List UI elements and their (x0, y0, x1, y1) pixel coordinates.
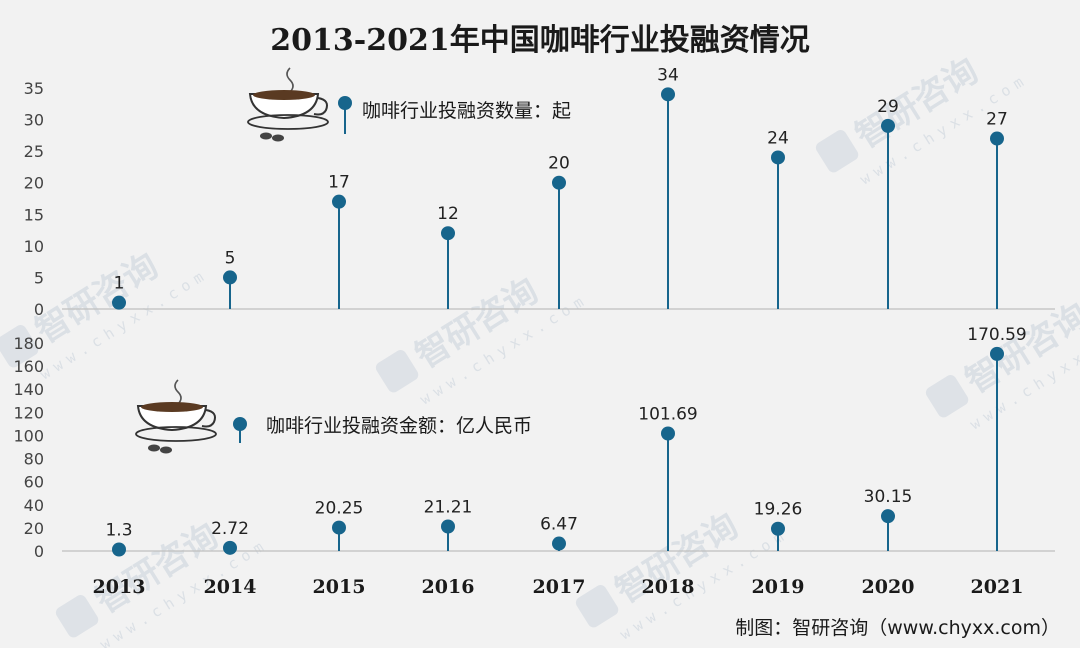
x-tick-label: 2013 (93, 576, 146, 598)
amount-point (881, 509, 895, 524)
count-point (441, 226, 455, 241)
count-y-tick-label: 0 (34, 300, 44, 319)
count-series: 1 5 17 12 20 34 24 29 27 (112, 65, 1008, 310)
count-data-label: 1 (114, 274, 125, 294)
count-point (661, 87, 675, 102)
x-tick-label: 2014 (204, 576, 257, 598)
coffee-cup-icon (247, 67, 329, 142)
amount-data-label: 6.47 (540, 515, 578, 535)
count-point (990, 131, 1004, 146)
count-point (881, 118, 895, 133)
count-data-label: 5 (225, 248, 236, 268)
coffee-cup-icon (135, 379, 217, 454)
count-legend-label: 咖啡行业投融资数量：起 (362, 100, 571, 122)
count-y-tick-label: 15 (24, 205, 44, 224)
amount-data-label: 101.69 (638, 404, 697, 424)
amount-y-tick-label: 60 (24, 473, 44, 492)
amount-data-label: 30.15 (864, 487, 913, 507)
watermark-logo (925, 375, 969, 418)
watermark-logo (815, 130, 859, 173)
amount-data-label: 21.21 (424, 497, 473, 517)
amount-point (990, 346, 1004, 361)
amount-point (332, 520, 346, 535)
count-y-tick-label: 35 (24, 79, 44, 98)
count-legend: 咖啡行业投融资数量：起 (247, 67, 571, 142)
watermark-layer: 智研咨询www.chyxx.com智研咨询www.chyxx.com智研咨询ww… (0, 51, 1080, 648)
amount-y-tick-label: 0 (34, 542, 44, 561)
amount-y-tick-label: 180 (13, 334, 44, 353)
amount-data-label: 20.25 (315, 499, 364, 519)
x-tick-label: 2015 (313, 576, 366, 598)
count-data-label: 20 (548, 154, 570, 174)
count-data-label: 34 (657, 65, 679, 85)
watermark-logo (0, 325, 39, 368)
amount-legend-label: 咖啡行业投融资金额：亿人民币 (266, 415, 532, 437)
amount-point (441, 519, 455, 534)
x-tick-label: 2018 (642, 576, 695, 598)
amount-panel: 0 20 40 60 80 100 120 140 160 180 1.3 2.72 20.25 21.… (13, 325, 1055, 561)
count-y-tick-label: 20 (24, 174, 44, 193)
count-data-label: 29 (877, 97, 899, 117)
amount-y-tick-label: 120 (13, 403, 44, 422)
amount-series: 1.3 2.72 20.25 21.21 6.47 101.69 19.26 30.15 170… (105, 325, 1027, 557)
amount-point (112, 542, 126, 557)
amount-y-tick-label: 160 (13, 357, 44, 376)
amount-y-tick-label: 20 (24, 519, 44, 538)
legend-marker (338, 96, 352, 110)
x-axis-labels: 2013 2014 2015 2016 2017 2018 2019 2020 2021 (93, 576, 1024, 598)
count-data-label: 27 (986, 110, 1008, 130)
amount-point (661, 426, 675, 441)
amount-point (552, 536, 566, 551)
amount-point (771, 521, 785, 536)
amount-data-label: 19.26 (754, 500, 803, 520)
amount-y-tick-label: 40 (24, 496, 44, 515)
amount-data-label: 170.59 (967, 325, 1026, 345)
count-point (771, 150, 785, 165)
source-note: 制图：智研咨询（www.chyxx.com） (735, 617, 1060, 639)
chart-title: 2013-2021年中国咖啡行业投融资情况 (270, 23, 809, 58)
count-point (112, 295, 126, 310)
x-tick-label: 2021 (971, 576, 1024, 598)
amount-y-tick-label: 100 (13, 426, 44, 445)
amount-legend: 咖啡行业投融资金额：亿人民币 (135, 379, 532, 454)
count-point (332, 194, 346, 209)
count-data-label: 17 (328, 173, 350, 193)
watermark-logo (575, 585, 619, 628)
x-tick-label: 2016 (422, 576, 475, 598)
count-y-tick-label: 25 (24, 142, 44, 161)
watermark-logo (55, 595, 99, 638)
count-y-tick-label: 30 (24, 111, 44, 130)
legend-marker (233, 417, 247, 431)
count-y-tick-label: 5 (34, 268, 44, 287)
amount-y-tick-label: 140 (13, 380, 44, 399)
count-data-label: 12 (437, 204, 459, 224)
count-data-label: 24 (767, 128, 789, 148)
count-y-tick-label: 10 (24, 237, 44, 256)
amount-y-tick-label: 80 (24, 450, 44, 469)
count-point (223, 270, 237, 285)
x-tick-label: 2019 (752, 576, 805, 598)
count-point (552, 175, 566, 190)
amount-data-label: 2.72 (211, 519, 249, 539)
amount-point (223, 540, 237, 555)
x-tick-label: 2020 (862, 576, 915, 598)
x-tick-label: 2017 (533, 576, 586, 598)
amount-data-label: 1.3 (105, 520, 132, 540)
watermark-logo (375, 350, 419, 393)
